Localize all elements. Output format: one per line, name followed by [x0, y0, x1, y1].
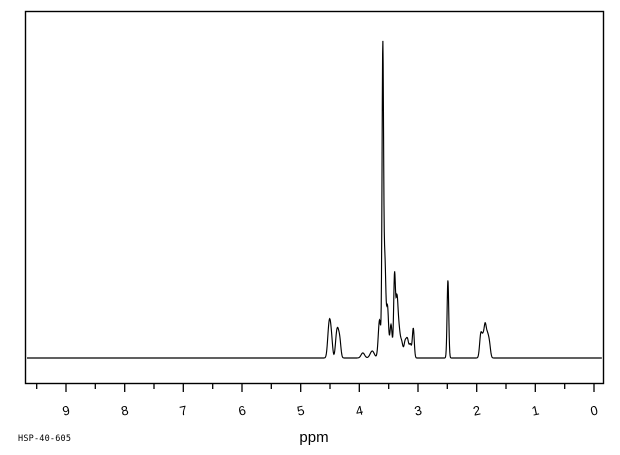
axis-tick-label-5: 5	[296, 403, 306, 419]
axis-tick-label-4: 4	[354, 403, 364, 419]
axis-tick-label-0: 0	[589, 403, 599, 419]
axis-tick-label-6: 6	[237, 403, 247, 419]
axis-ticks	[36, 384, 595, 392]
spectrum-trace	[27, 40, 602, 359]
x-axis-unit-label: ppm	[299, 429, 328, 446]
sample-id-label: HSP-40-605	[18, 434, 71, 444]
axis-tick-label-9: 9	[61, 403, 71, 419]
axis-tick-label-1: 1	[530, 403, 540, 419]
axis-tick-labels: 9 8 7 6 5 4 3 2 1 0	[61, 403, 599, 419]
plot-frame	[24, 10, 605, 385]
axis-tick-label-8: 8	[120, 403, 130, 419]
axis-tick-label-3: 3	[413, 403, 423, 419]
axis-tick-label-7: 7	[178, 403, 188, 419]
axis-tick-label-2: 2	[472, 403, 482, 419]
